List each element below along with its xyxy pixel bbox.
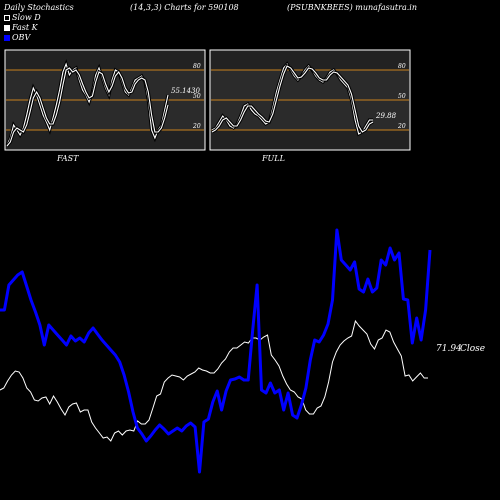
series-line-slow-d — [6, 67, 169, 147]
close-suffix-label: Close — [460, 344, 485, 354]
panel-label: FULL — [261, 154, 285, 163]
legend-fast-k-label: Fast K — [12, 23, 38, 32]
y-tick-label: 50 — [193, 93, 201, 100]
close-value-label: 71.94 — [436, 344, 462, 354]
legend-obv: OBV — [4, 33, 30, 42]
chart-title: Daily Stochastics — [4, 3, 74, 12]
y-tick-label: 20 — [192, 123, 201, 130]
y-tick-label: 20 — [397, 123, 406, 130]
y-tick-label: 50 — [398, 93, 406, 100]
chart-symbol: (PSUBNKBEES) munafasutra.in — [287, 3, 417, 12]
series-line-full-d — [211, 65, 374, 133]
full-stochastic-panel: 20 50 80 29.88 FULL — [209, 49, 411, 163]
fast-k-swatch-icon — [4, 24, 10, 31]
panel-label: FAST — [56, 154, 79, 163]
series-line-fast-k — [6, 62, 169, 146]
current-value-label: 29.88 — [375, 112, 397, 120]
legend-slow-d-label: Slow D — [12, 13, 41, 22]
obv-swatch-icon — [4, 34, 10, 41]
fast-stochastic-panel: 20 50 80 55.1430 FAST — [4, 49, 206, 163]
legend-fast-k: Fast K — [4, 23, 38, 32]
obv-line — [0, 228, 432, 474]
y-tick-label: 80 — [193, 63, 201, 70]
chart-params: (14,3,3) Charts for 590108 — [130, 3, 239, 12]
legend-obv-label: OBV — [12, 33, 31, 42]
current-value-label: 55.1430 — [171, 87, 200, 95]
close-price-line — [0, 319, 428, 442]
y-tick-label: 80 — [398, 63, 406, 70]
slow-d-swatch-icon — [4, 14, 10, 21]
legend-slow-d: Slow D — [4, 13, 41, 22]
